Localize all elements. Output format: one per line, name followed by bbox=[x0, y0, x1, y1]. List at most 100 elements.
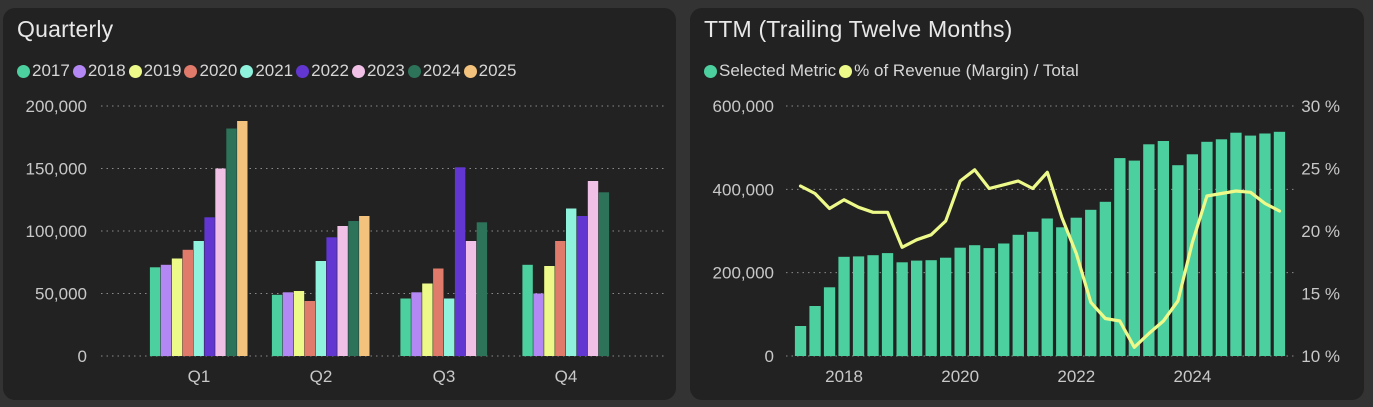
legend-swatch bbox=[72, 64, 86, 78]
legend-item-2019[interactable]: 2019 bbox=[128, 61, 181, 81]
ttm-bar[interactable] bbox=[1244, 135, 1257, 356]
bar-q2-2019[interactable] bbox=[293, 291, 305, 356]
ttm-bar[interactable] bbox=[1273, 131, 1286, 356]
quarterly-legend[interactable]: 2017 2018 2019 2020 2021 2022 2023 2024 2025 bbox=[17, 60, 519, 82]
ttm-bar[interactable] bbox=[852, 256, 865, 356]
ttm-bar[interactable] bbox=[809, 306, 821, 356]
bar-q4-2018[interactable] bbox=[533, 293, 544, 357]
bar-q1-2025[interactable] bbox=[237, 121, 248, 356]
x-tick-label: 2018 bbox=[825, 367, 863, 386]
ttm-bar[interactable] bbox=[1070, 217, 1082, 356]
legend-item-2020[interactable]: 2020 bbox=[184, 61, 237, 81]
ttm-bar[interactable] bbox=[881, 253, 894, 356]
legend-swatch bbox=[128, 64, 142, 78]
bar-q1-2020[interactable] bbox=[182, 249, 193, 357]
ttm-bar[interactable] bbox=[1143, 144, 1155, 356]
ttm-bar[interactable] bbox=[1172, 165, 1184, 356]
bar-q1-2022[interactable] bbox=[204, 217, 215, 357]
bar-q4-2019[interactable] bbox=[544, 266, 555, 356]
y-right-tick-label: 15 % bbox=[1301, 285, 1340, 304]
bar-q2-2021[interactable] bbox=[315, 261, 326, 356]
bar-q2-2020[interactable] bbox=[304, 301, 315, 356]
bar-q3-2021[interactable] bbox=[444, 298, 455, 357]
bar-q2-2018[interactable] bbox=[282, 292, 294, 357]
bar-q1-2017[interactable] bbox=[149, 267, 161, 357]
ttm-bar[interactable] bbox=[998, 243, 1010, 357]
bar-q4-2017[interactable] bbox=[522, 264, 533, 357]
legend-item-2022[interactable]: 2022 bbox=[296, 61, 349, 81]
ttm-bar[interactable] bbox=[925, 260, 937, 356]
ttm-bar[interactable] bbox=[940, 257, 952, 356]
ttm-bar[interactable] bbox=[1215, 139, 1228, 356]
ttm-bar[interactable] bbox=[896, 262, 908, 357]
bar-q1-2021[interactable] bbox=[193, 241, 204, 356]
bar-q2-2023[interactable] bbox=[337, 226, 348, 356]
bar-q1-2018[interactable] bbox=[160, 264, 172, 357]
ttm-bar[interactable] bbox=[1085, 209, 1097, 357]
legend-item-2017[interactable]: 2017 bbox=[17, 61, 70, 81]
legend-item-2023[interactable]: 2023 bbox=[351, 61, 405, 81]
ttm-bar[interactable] bbox=[1041, 218, 1053, 357]
legend-item-selected-metric[interactable]: Selected Metric bbox=[704, 61, 836, 81]
bar-q2-2024[interactable] bbox=[348, 221, 359, 356]
ttm-bar[interactable] bbox=[823, 287, 836, 357]
bar-q3-2022[interactable] bbox=[454, 167, 466, 357]
bar-q4-2020[interactable] bbox=[555, 241, 566, 356]
ttm-bar[interactable] bbox=[794, 326, 807, 356]
ttm-bar[interactable] bbox=[867, 255, 879, 356]
y-tick-label: 0 bbox=[78, 347, 87, 366]
legend-label: 2023 bbox=[366, 61, 405, 80]
legend-swatch bbox=[407, 64, 421, 78]
legend-label: 2018 bbox=[87, 61, 126, 80]
quarterly-chart[interactable]: 0 50,000 100,000 150,000 200,000 Q1 Q2 Q3 Q4 bbox=[3, 8, 676, 400]
legend-item-2018[interactable]: 2018 bbox=[72, 61, 126, 81]
bar-q2-2025[interactable] bbox=[359, 216, 370, 356]
bar-q1-2024[interactable] bbox=[226, 128, 237, 357]
margin-line[interactable] bbox=[798, 168, 1282, 349]
bar-q3-2023[interactable] bbox=[465, 241, 477, 356]
bar-q2-2022[interactable] bbox=[326, 237, 337, 357]
legend-label: 2024 bbox=[422, 61, 461, 80]
bar-q4-2024[interactable] bbox=[598, 192, 610, 357]
ttm-bar[interactable] bbox=[1259, 133, 1271, 357]
bar-q3-2017[interactable] bbox=[400, 298, 411, 357]
y-left-tick-label: 600,000 bbox=[713, 97, 774, 116]
ttm-legend[interactable]: Selected Metric % of Revenue (Margin) / T… bbox=[704, 60, 1082, 82]
bar-q1-2023[interactable] bbox=[215, 168, 226, 357]
legend-item-2024[interactable]: 2024 bbox=[407, 61, 461, 81]
bar-q3-2018[interactable] bbox=[411, 292, 422, 357]
ttm-bar[interactable] bbox=[1012, 234, 1024, 357]
ttm-bar[interactable] bbox=[838, 256, 850, 356]
bar-q4-2022[interactable] bbox=[576, 216, 588, 356]
ttm-bar[interactable] bbox=[1056, 227, 1068, 357]
legend-swatch bbox=[704, 64, 717, 78]
ttm-bar[interactable] bbox=[983, 248, 995, 356]
ttm-bar[interactable] bbox=[1186, 154, 1198, 356]
ttm-bar[interactable] bbox=[1128, 160, 1140, 356]
ttm-bar[interactable] bbox=[1157, 141, 1169, 356]
ttm-bar[interactable] bbox=[1027, 231, 1039, 356]
legend-label: 2022 bbox=[311, 61, 349, 80]
ttm-bar[interactable] bbox=[1099, 201, 1111, 356]
ttm-chart[interactable]: 0 200,000 400,000 600,000 10 % 15 % 20 % 25 % 30… bbox=[690, 8, 1364, 400]
ttm-bar[interactable] bbox=[954, 247, 966, 356]
legend-item-2021[interactable]: 2021 bbox=[240, 61, 293, 81]
ttm-bar[interactable] bbox=[969, 245, 981, 356]
ttm-bar[interactable] bbox=[911, 260, 923, 356]
legend-item-2025[interactable]: 2025 bbox=[463, 61, 516, 81]
y-right-tick-label: 10 % bbox=[1301, 347, 1340, 366]
ttm-bar[interactable] bbox=[1201, 141, 1213, 356]
bar-q3-2020[interactable] bbox=[433, 268, 444, 357]
bar-q1-2019[interactable] bbox=[171, 258, 183, 357]
legend-swatch bbox=[296, 64, 310, 78]
legend-item-margin[interactable]: % of Revenue (Margin) / Total bbox=[839, 61, 1079, 81]
ttm-bar[interactable] bbox=[1114, 158, 1126, 356]
bar-q2-2017[interactable] bbox=[271, 294, 283, 357]
y-right-tick-label: 25 % bbox=[1301, 160, 1340, 179]
bar-q3-2019[interactable] bbox=[422, 283, 433, 357]
bar-q4-2021[interactable] bbox=[566, 208, 577, 357]
legend-swatch bbox=[463, 64, 477, 78]
bar-q4-2023[interactable] bbox=[587, 181, 599, 356]
bar-q3-2024[interactable] bbox=[476, 222, 488, 357]
ttm-bar[interactable] bbox=[1230, 132, 1242, 356]
